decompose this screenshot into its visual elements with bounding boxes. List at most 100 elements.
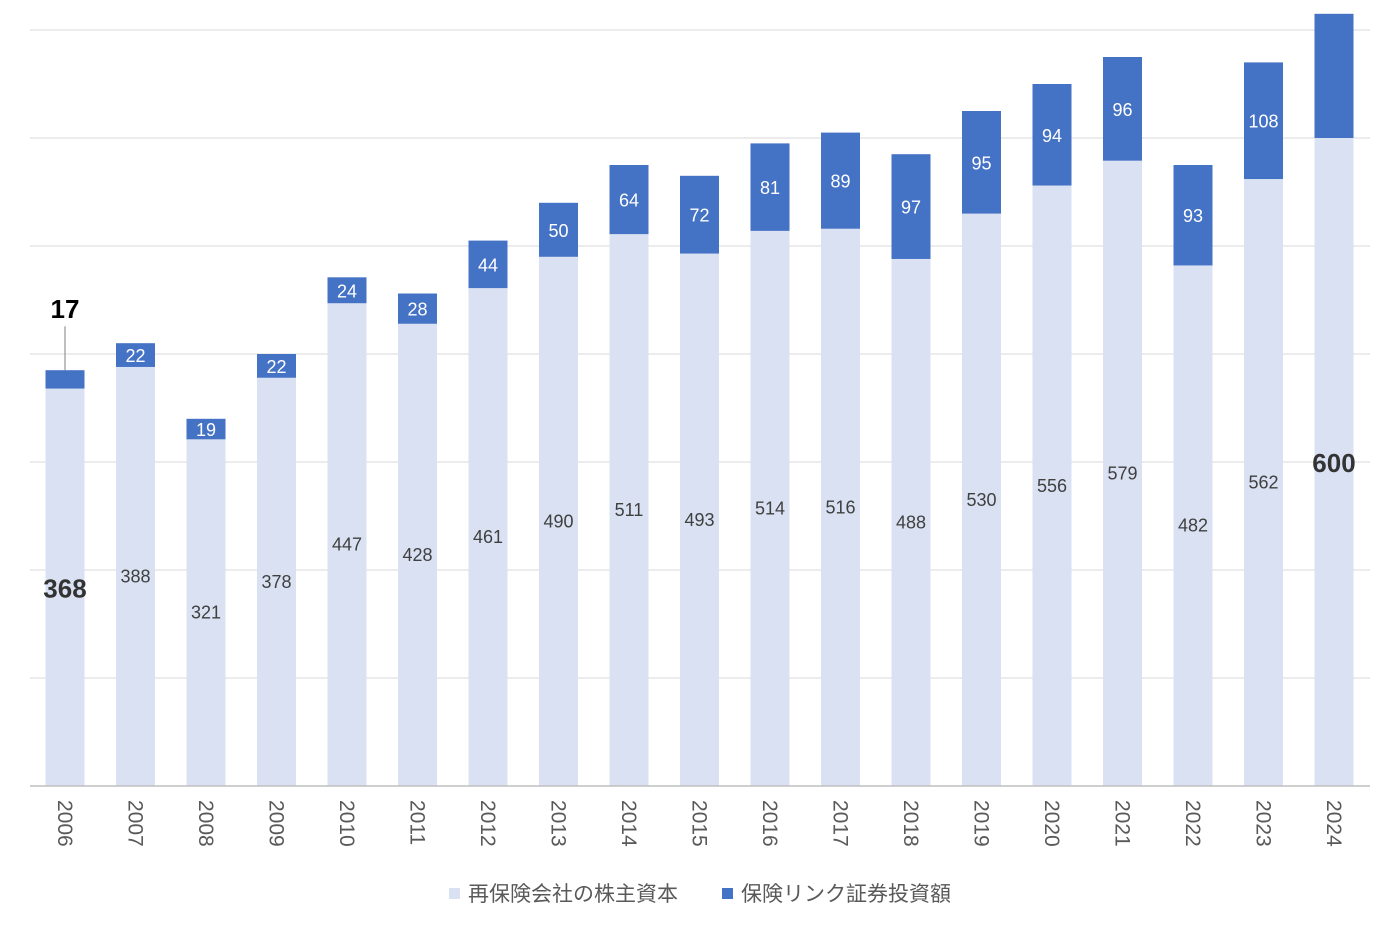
- bar-ils-2020: [1032, 84, 1072, 186]
- data-label-equity-2008: 321: [191, 603, 221, 623]
- data-label-equity-2023: 562: [1248, 473, 1278, 493]
- data-label-ils-2010: 24: [337, 281, 357, 301]
- bar-ils-2010: [327, 277, 367, 304]
- data-label-ils-2012: 44: [478, 255, 498, 275]
- data-label-equity-2012: 461: [473, 527, 503, 547]
- x-tick-label-2013: 2013: [547, 800, 570, 847]
- bar-equity-2023: [1244, 179, 1283, 787]
- data-label-ils-2017: 89: [830, 172, 850, 192]
- data-label-ils-2014: 64: [619, 191, 639, 211]
- data-label-equity-2017: 516: [825, 497, 855, 517]
- bar-equity-2014: [609, 234, 649, 786]
- x-tick-label-2024: 2024: [1322, 800, 1345, 847]
- x-tick-label-2008: 2008: [194, 800, 217, 847]
- bar-equity-2007: [116, 366, 155, 786]
- data-label-ils-2023: 108: [1248, 112, 1278, 132]
- x-tick-label-2017: 2017: [829, 800, 852, 847]
- bar-ils-2021: [1103, 57, 1142, 161]
- x-tick-label-2015: 2015: [688, 800, 711, 847]
- data-label-ils-2021: 96: [1112, 100, 1132, 120]
- bar-ils-2007: [116, 343, 155, 367]
- bar-equity-2006: [45, 388, 85, 786]
- x-tick-label-2019: 2019: [970, 800, 993, 847]
- bar-ils-2014: [609, 165, 649, 235]
- x-tick-label-2012: 2012: [476, 800, 499, 847]
- bar-equity-2022: [1173, 265, 1213, 786]
- data-label-ils-2018: 97: [901, 198, 921, 218]
- x-tick-label-2016: 2016: [758, 800, 781, 847]
- x-tick-label-2010: 2010: [335, 800, 358, 847]
- x-tick-label-2020: 2020: [1040, 800, 1063, 847]
- bar-equity-2020: [1032, 185, 1072, 786]
- bar-ils-2018: [891, 154, 931, 259]
- data-label-equity-2021: 579: [1107, 463, 1137, 483]
- data-label-equity-2018: 488: [896, 512, 926, 532]
- bar-ils-2011: [398, 293, 437, 324]
- legend-item-equity: 再保険会社の株主資本: [449, 878, 678, 908]
- data-label-equity-2020: 556: [1037, 476, 1067, 496]
- data-label-equity-2015: 493: [684, 510, 714, 530]
- bar-equity-2018: [891, 258, 931, 787]
- legend-item-ils: 保険リンク証券投資額: [722, 878, 951, 908]
- data-label-equity-2007: 388: [120, 566, 150, 586]
- legend-swatch-equity: [449, 887, 460, 899]
- bar-equity-2008: [186, 439, 226, 786]
- data-label-equity-2013: 490: [543, 511, 573, 531]
- bar-ils-2012: [468, 240, 508, 289]
- bar-ils-2022: [1173, 165, 1213, 266]
- bar-ils-2016: [750, 143, 790, 231]
- bar-equity-2016: [750, 230, 790, 786]
- legend-label-ils: 保険リンク証券投資額: [741, 882, 951, 906]
- x-tick-label-2022: 2022: [1181, 800, 1204, 847]
- data-label-ils-2008: 19: [196, 420, 216, 440]
- x-tick-label-2018: 2018: [899, 800, 922, 847]
- bar-equity-2017: [821, 228, 860, 787]
- bar-ils-2023: [1244, 62, 1283, 180]
- bar-ils-2013: [539, 202, 578, 257]
- data-label-ils-2011: 28: [407, 300, 427, 320]
- bar-ils-2017: [821, 132, 860, 229]
- data-label-ils-2016: 81: [760, 178, 780, 198]
- x-tick-label-2023: 2023: [1252, 800, 1275, 847]
- data-label-ils-2015: 72: [689, 206, 709, 226]
- data-label-equity-2022: 482: [1178, 516, 1208, 536]
- bar-equity-2009: [257, 377, 296, 786]
- x-tick-label-2007: 2007: [124, 800, 147, 847]
- data-label-equity-2024: 600: [1312, 448, 1355, 478]
- data-label-ils-2009: 22: [266, 357, 286, 377]
- data-label-ils-2006: 17: [51, 294, 80, 324]
- data-label-ils-2019: 95: [971, 153, 991, 173]
- bar-ils-2019: [962, 111, 1001, 214]
- bar-ils-2008: [186, 418, 226, 440]
- x-tick-label-2009: 2009: [265, 800, 288, 847]
- data-label-equity-2009: 378: [261, 572, 291, 592]
- data-label-ils-2007: 22: [125, 346, 145, 366]
- bar-ils-2024: [1314, 13, 1354, 138]
- bar-ils-2006: [45, 370, 85, 389]
- legend-label-equity: 再保険会社の株主資本: [468, 882, 678, 906]
- data-label-equity-2019: 530: [966, 490, 996, 510]
- x-tick-label-2011: 2011: [406, 800, 429, 845]
- bar-equity-2021: [1103, 160, 1142, 786]
- bar-equity-2019: [962, 213, 1001, 787]
- bar-equity-2013: [539, 256, 578, 786]
- bar-ils-2015: [680, 175, 719, 254]
- data-label-ils-2020: 94: [1042, 126, 1062, 146]
- chart-canvas: 3681720063882220073211920083782220094472…: [30, 13, 1370, 847]
- data-label-ils-2022: 93: [1183, 206, 1203, 226]
- data-label-equity-2006: 368: [43, 573, 86, 603]
- data-label-ils-2013: 50: [548, 221, 568, 241]
- data-label-equity-2011: 428: [402, 545, 432, 565]
- bar-equity-2024: [1314, 138, 1354, 786]
- x-tick-label-2006: 2006: [53, 800, 76, 847]
- data-label-equity-2016: 514: [755, 498, 785, 518]
- bar-ils-2009: [257, 354, 296, 378]
- x-tick-label-2021: 2021: [1111, 800, 1134, 847]
- bar-equity-2010: [327, 303, 367, 786]
- data-label-equity-2010: 447: [332, 535, 362, 555]
- x-tick-label-2014: 2014: [617, 800, 640, 847]
- bar-equity-2012: [468, 288, 508, 786]
- bar-equity-2011: [398, 323, 437, 786]
- legend-swatch-ils: [722, 887, 733, 899]
